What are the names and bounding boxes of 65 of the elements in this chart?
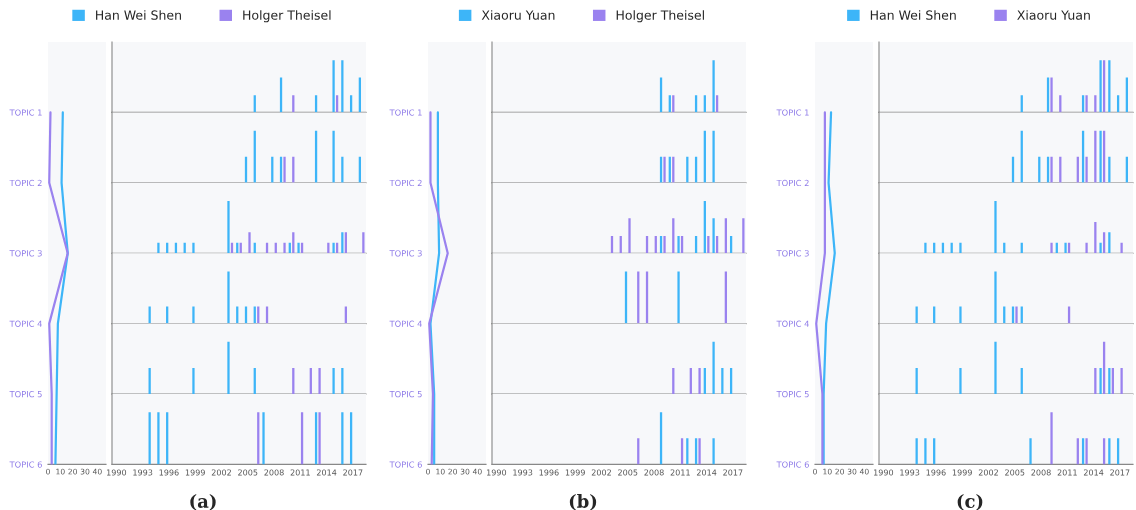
y-tick-label: TOPIC 6 — [9, 461, 42, 468]
x-axis-title: (b) — [569, 493, 597, 510]
y-tick-label: TOPIC 2 — [9, 179, 42, 187]
legend-label: Xiaoru Yuan — [481, 10, 555, 20]
y-tick-label: TOPIC 1 — [776, 109, 809, 116]
x-tick-label: 2011 — [670, 469, 690, 476]
x-tick-label: 2008 — [1031, 469, 1051, 476]
bar — [924, 242, 927, 254]
x-tick-label: 1996 — [159, 469, 179, 476]
x-tick-label: 2005 — [618, 469, 638, 476]
y-tick-label: TOPIC 5 — [389, 390, 422, 398]
y-tick-label: TOPIC 5 — [9, 390, 42, 398]
x-axis-title: (c) — [957, 493, 983, 510]
x-tick-label: 2017 — [343, 469, 363, 476]
x-tick-label: 1999 — [565, 469, 585, 476]
y-tick-label: TOPIC 1 — [389, 109, 422, 116]
x-axis-title: (a) — [190, 493, 216, 510]
y-tick-label: TOPIC 4 — [776, 320, 809, 327]
legend-label: Holger Theisel — [616, 10, 704, 23]
y-tick-label: TOPIC 2 — [776, 179, 809, 187]
x-tick-label: 2005 — [238, 469, 258, 476]
x-tick-label: 1996 — [926, 469, 946, 476]
y-tick-label: TOPIC 6 — [776, 461, 809, 468]
x-tick-label: 2014 — [316, 469, 337, 476]
x-tick-label: 2017 — [1110, 469, 1130, 476]
x-tick-label: 1990 — [107, 469, 127, 476]
x-tick-label: 2002 — [211, 469, 231, 476]
legend-label: Han Wei Shen — [96, 10, 181, 20]
legend-label: Holger Theisel — [243, 10, 331, 23]
bar — [1085, 242, 1088, 254]
y-tick-label: TOPIC 6 — [389, 461, 422, 468]
x-tick-label: 1996 — [539, 469, 559, 476]
y-tick-label: TOPIC 3 — [9, 250, 42, 257]
bar — [1050, 242, 1053, 254]
bar — [1064, 242, 1067, 254]
x-tick-label: 1990 — [487, 469, 507, 476]
y-tick-label: TOPIC 4 — [9, 320, 42, 327]
bar — [1120, 242, 1123, 254]
x-tick-label: 2008 — [264, 469, 284, 476]
y-tick-label: TOPIC 3 — [389, 250, 422, 257]
x-tick-label: 1993 — [900, 469, 920, 476]
bar — [959, 242, 962, 254]
x-tick-label: 2002 — [591, 469, 611, 476]
x-tick-label: 2011 — [290, 469, 310, 476]
x-tick-label: 1999 — [185, 469, 205, 476]
x-tick-label: 1993 — [133, 469, 153, 476]
y-tick-label: TOPIC 5 — [776, 390, 809, 398]
x-tick-label: 2002 — [978, 469, 998, 476]
x-tick-label: 2005 — [1005, 469, 1025, 476]
x-tick-label: 2017 — [723, 469, 743, 476]
y-tick-label: TOPIC 2 — [389, 179, 422, 187]
y-tick-label: TOPIC 4 — [389, 320, 422, 327]
y-tick-label: TOPIC 1 — [9, 109, 42, 116]
bar — [994, 201, 997, 254]
x-tick-label: 1993 — [513, 469, 533, 476]
x-tick-label: 2014 — [1083, 469, 1104, 476]
x-tick-label: 2008 — [644, 469, 664, 476]
x-tick-label: 1999 — [952, 469, 972, 476]
bar — [1099, 242, 1102, 254]
x-tick-label: 2011 — [1057, 469, 1077, 476]
legend-label: Xiaoru Yuan — [1017, 10, 1090, 20]
legend-label: Han Wei Shen — [870, 10, 956, 20]
x-tick-label: 1990 — [874, 469, 894, 476]
y-tick-label: TOPIC 3 — [776, 250, 809, 257]
x-tick-label: 2014 — [696, 469, 717, 476]
